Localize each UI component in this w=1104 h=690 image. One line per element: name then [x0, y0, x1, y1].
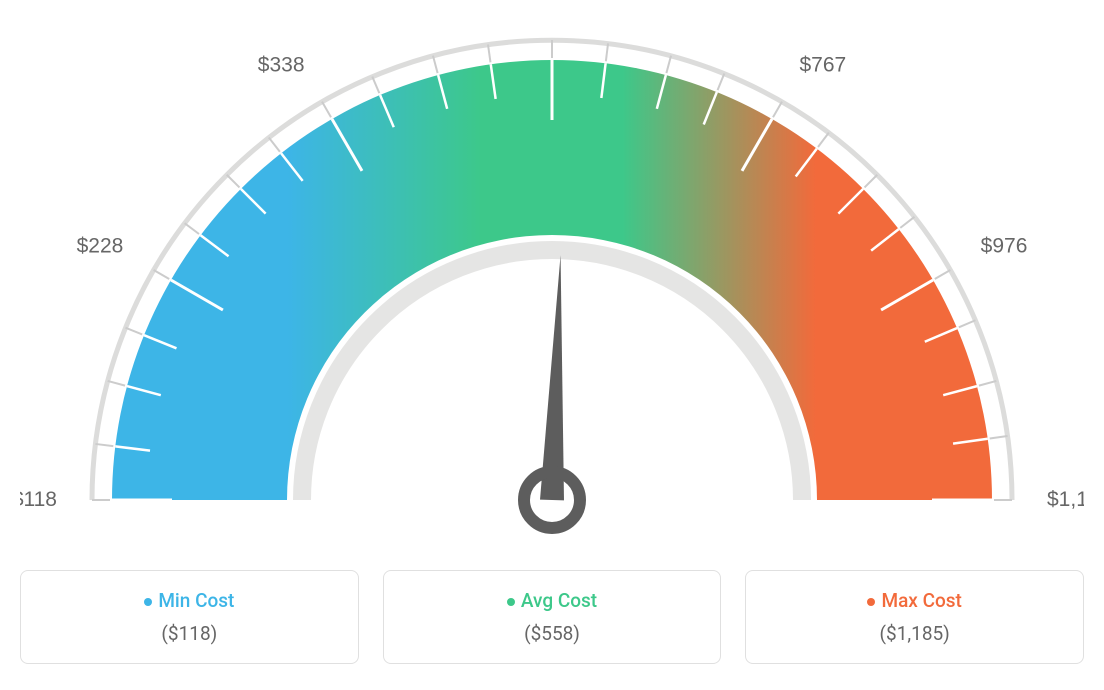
svg-text:$118: $118 [20, 488, 57, 511]
legend-min-card: Min Cost ($118) [20, 570, 359, 664]
chart-container: $118$228$338$558$767$976$1,185 Min Cost … [20, 20, 1084, 664]
svg-text:$338: $338 [258, 53, 305, 76]
legend-max-card: Max Cost ($1,185) [745, 570, 1084, 664]
legend-max-title: Max Cost [756, 589, 1073, 612]
legend-avg-label: Avg Cost [521, 589, 597, 612]
svg-text:$228: $228 [77, 235, 124, 258]
legend-avg-title: Avg Cost [394, 589, 711, 612]
legend-max-dot [867, 598, 875, 606]
svg-text:$1,185: $1,185 [1047, 488, 1084, 511]
gauge-chart: $118$228$338$558$767$976$1,185 [20, 20, 1084, 550]
legend-row: Min Cost ($118) Avg Cost ($558) Max Cost… [20, 570, 1084, 664]
legend-max-label: Max Cost [881, 589, 961, 612]
legend-avg-value: ($558) [394, 622, 711, 645]
legend-min-label: Min Cost [158, 589, 234, 612]
legend-min-title: Min Cost [31, 589, 348, 612]
legend-min-dot [144, 598, 152, 606]
legend-avg-dot [507, 598, 515, 606]
legend-avg-card: Avg Cost ($558) [383, 570, 722, 664]
legend-max-value: ($1,185) [756, 622, 1073, 645]
svg-text:$976: $976 [981, 235, 1028, 258]
svg-text:$767: $767 [800, 53, 847, 76]
legend-min-value: ($118) [31, 622, 348, 645]
